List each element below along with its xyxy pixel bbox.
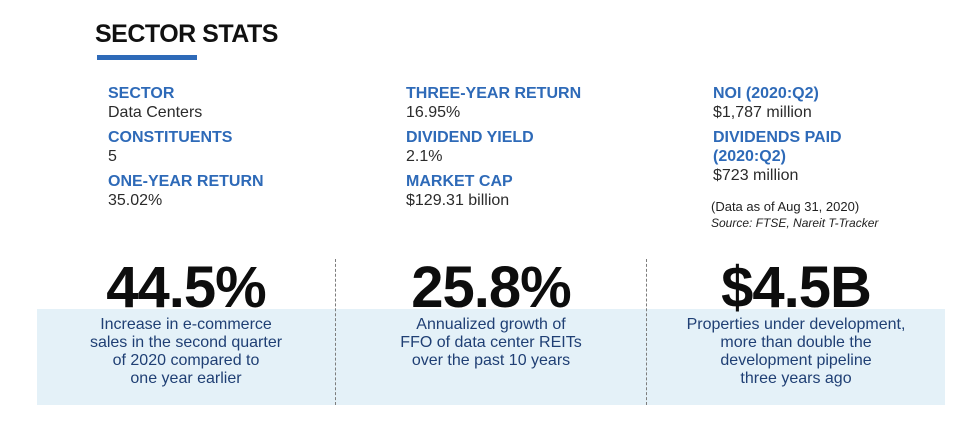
highlight-value-ecommerce: 44.5% bbox=[106, 255, 266, 320]
highlight-description-development: Properties under development, more than … bbox=[647, 316, 945, 388]
stat-label: SECTOR bbox=[108, 85, 175, 102]
stat-dividend-yield: DIVIDEND YIELD 2.1% bbox=[406, 128, 581, 166]
stat-dividends-paid: DIVIDENDS PAID (2020:Q2) $723 million bbox=[713, 128, 842, 185]
highlight-description-ecommerce: Increase in e-commerce sales in the seco… bbox=[37, 316, 335, 388]
stats-column-2: THREE-YEAR RETURN 16.95% DIVIDEND YIELD … bbox=[406, 84, 581, 216]
description-line: over the past 10 years bbox=[411, 352, 571, 369]
stat-label: MARKET CAP bbox=[406, 173, 513, 190]
highlight-value-development: $4.5B bbox=[721, 255, 872, 320]
description-line: of 2020 compared to bbox=[112, 352, 260, 369]
stat-label: ONE-YEAR RETURN bbox=[108, 173, 264, 190]
description-line: Annualized growth of bbox=[416, 316, 566, 333]
stat-value: $129.31 billion bbox=[406, 192, 510, 209]
stat-value: $723 million bbox=[713, 167, 799, 184]
stat-one-year-return: ONE-YEAR RETURN 35.02% bbox=[108, 172, 264, 210]
stat-value: 16.95% bbox=[406, 104, 461, 121]
description-line: Properties under development, bbox=[686, 316, 906, 333]
title-underline bbox=[97, 55, 197, 60]
stat-value: 35.02% bbox=[108, 192, 163, 209]
stat-value: $1,787 million bbox=[713, 104, 812, 121]
stats-column-3: NOI (2020:Q2) $1,787 million DIVIDENDS P… bbox=[713, 84, 842, 191]
page-title: SECTOR STATS bbox=[95, 20, 278, 48]
stat-label-line-2: (2020:Q2) bbox=[713, 148, 786, 165]
description-line: more than double the bbox=[720, 334, 872, 351]
stat-market-cap: MARKET CAP $129.31 billion bbox=[406, 172, 581, 210]
description-line: one year earlier bbox=[130, 370, 242, 387]
description-line: Increase in e-commerce bbox=[100, 316, 272, 333]
stat-label: NOI (2020:Q2) bbox=[713, 85, 819, 102]
stat-noi: NOI (2020:Q2) $1,787 million bbox=[713, 84, 842, 122]
stat-value: Data Centers bbox=[108, 104, 203, 121]
stat-value: 2.1% bbox=[406, 148, 443, 165]
description-line: three years ago bbox=[740, 370, 852, 387]
stat-label: THREE-YEAR RETURN bbox=[406, 85, 582, 102]
stat-value: 5 bbox=[108, 148, 117, 165]
stat-label: CONSTITUENTS bbox=[108, 129, 233, 146]
stat-label: DIVIDEND YIELD bbox=[406, 129, 534, 146]
stat-label: DIVIDENDS PAID bbox=[713, 129, 842, 146]
stat-sector: SECTOR Data Centers bbox=[108, 84, 264, 122]
data-date-note: (Data as of Aug 31, 2020) bbox=[711, 199, 860, 214]
description-line: sales in the second quarter bbox=[89, 334, 283, 351]
highlight-value-ffo-growth: 25.8% bbox=[411, 255, 571, 320]
description-line: FFO of data center REITs bbox=[400, 334, 582, 351]
highlight-description-ffo-growth: Annualized growth of FFO of data center … bbox=[336, 316, 646, 370]
column-divider bbox=[335, 259, 336, 405]
stats-column-1: SECTOR Data Centers CONSTITUENTS 5 ONE-Y… bbox=[108, 84, 264, 216]
stat-three-year-return: THREE-YEAR RETURN 16.95% bbox=[406, 84, 581, 122]
source-note: Source: FTSE, Nareit T-Tracker bbox=[711, 216, 879, 230]
description-line: development pipeline bbox=[720, 352, 872, 369]
data-note: (Data as of Aug 31, 2020) Source: FTSE, … bbox=[711, 198, 878, 231]
stat-constituents: CONSTITUENTS 5 bbox=[108, 128, 264, 166]
column-divider bbox=[646, 259, 647, 405]
highlight-band bbox=[37, 309, 945, 405]
